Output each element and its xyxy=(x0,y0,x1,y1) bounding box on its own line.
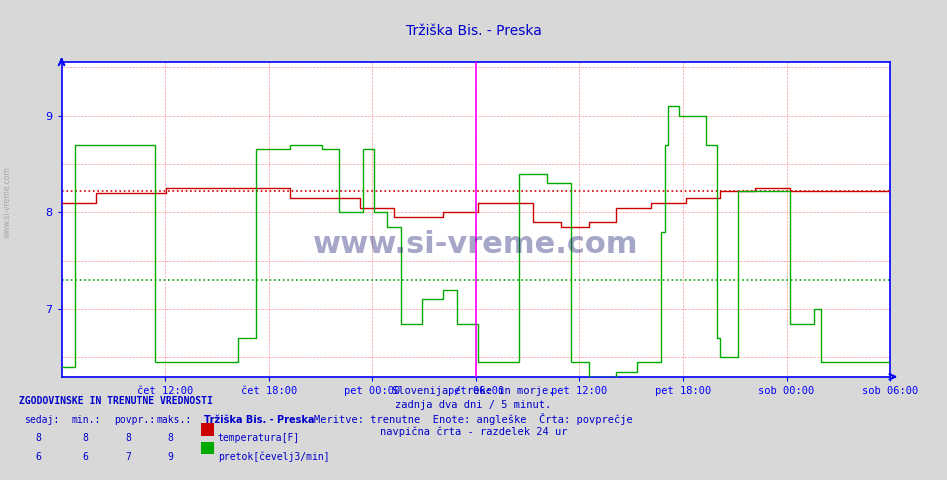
Text: 8: 8 xyxy=(82,433,88,444)
Text: Tržiška Bis. - Preska: Tržiška Bis. - Preska xyxy=(204,415,314,425)
Text: temperatura[F]: temperatura[F] xyxy=(218,433,300,444)
Text: 7: 7 xyxy=(125,452,131,462)
Text: 8: 8 xyxy=(125,433,131,444)
Text: 8: 8 xyxy=(35,433,41,444)
Text: min.:: min.: xyxy=(71,415,100,425)
Text: 9: 9 xyxy=(168,452,173,462)
Text: 6: 6 xyxy=(82,452,88,462)
Text: ZGODOVINSKE IN TRENUTNE VREDNOSTI: ZGODOVINSKE IN TRENUTNE VREDNOSTI xyxy=(19,396,213,406)
Text: 8: 8 xyxy=(168,433,173,444)
Text: Tržiška Bis. - Preska: Tržiška Bis. - Preska xyxy=(405,24,542,38)
Text: zadnja dva dni / 5 minut.: zadnja dva dni / 5 minut. xyxy=(396,400,551,410)
Text: www.si-vreme.com: www.si-vreme.com xyxy=(3,166,12,238)
Text: sedaj:: sedaj: xyxy=(24,415,59,425)
Text: Slovenija / reke in morje.: Slovenija / reke in morje. xyxy=(392,386,555,396)
Text: navpična črta - razdelek 24 ur: navpična črta - razdelek 24 ur xyxy=(380,427,567,437)
Text: povpr.:: povpr.: xyxy=(114,415,154,425)
Text: Meritve: trenutne  Enote: angleške  Črta: povprečje: Meritve: trenutne Enote: angleške Črta: … xyxy=(314,413,633,425)
Text: www.si-vreme.com: www.si-vreme.com xyxy=(313,230,638,259)
Text: maks.:: maks.: xyxy=(156,415,191,425)
Text: 6: 6 xyxy=(35,452,41,462)
Text: pretok[čevelj3/min]: pretok[čevelj3/min] xyxy=(218,452,330,462)
